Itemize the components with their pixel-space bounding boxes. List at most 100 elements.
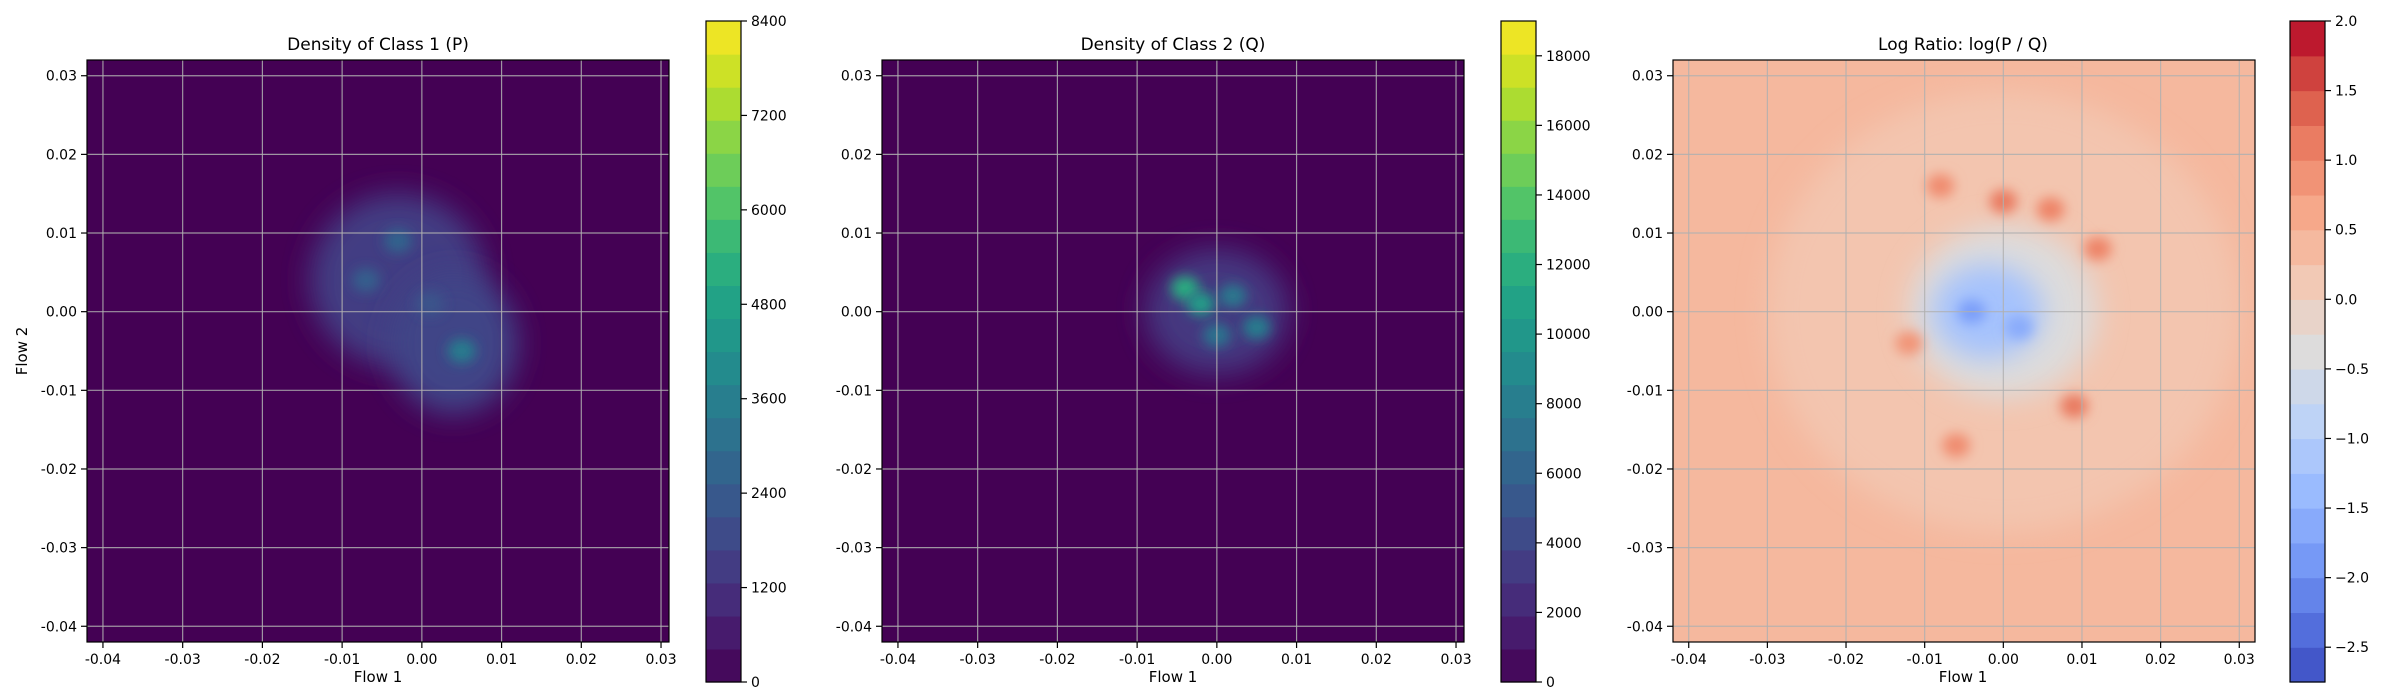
colorbar-band [2290, 90, 2325, 126]
colorbar-band [706, 417, 741, 452]
y-tick-label: -0.04 [1627, 619, 1663, 635]
colorbar-band [1501, 153, 1536, 187]
plot-area [1672, 59, 2256, 643]
colorbar-band [2290, 21, 2325, 57]
y-axis-label: Flow 2 [13, 327, 31, 376]
x-axis-label: Flow 1 [354, 668, 403, 686]
y-tick-label: 0.00 [841, 305, 872, 321]
y-tick-label: 0.02 [1632, 147, 1663, 163]
y-tick-label: 0.00 [1632, 305, 1663, 321]
colorbar-tick-label: 0.5 [2335, 223, 2357, 239]
colorbar-band [1501, 120, 1536, 154]
colorbar-band [706, 153, 741, 187]
density-hotspot [383, 228, 412, 253]
colorbar-tick-label: −1.5 [2335, 501, 2369, 517]
colorbar-tick-label: −1.0 [2335, 431, 2369, 447]
colorbar-band [1501, 285, 1536, 320]
density-hotspot [2083, 236, 2112, 261]
colorbar-band [2290, 55, 2325, 92]
y-axis-ticks: 0.03 0.02 0.01 0.00 -0.01 -0.02 -0.03 -0.04 [836, 69, 882, 635]
colorbar-band [2290, 577, 2325, 614]
y-tick-label: -0.03 [41, 541, 77, 557]
y-tick-label: 0.03 [841, 69, 872, 85]
colorbar-band [1501, 516, 1536, 551]
y-tick-label: -0.03 [1627, 541, 1663, 557]
colorbar-band [1501, 417, 1536, 452]
colorbar-bands [1501, 21, 1536, 683]
colorbar-tick-label: 2000 [1546, 605, 1582, 621]
y-tick-label: -0.03 [836, 541, 872, 557]
grid-lines [1673, 60, 2255, 642]
x-tick-label: -0.02 [244, 652, 280, 668]
colorbar-tick-label: 14000 [1546, 188, 1591, 204]
colorbar-band [1501, 615, 1536, 650]
colorbar-band [1501, 648, 1536, 683]
y-tick-label: 0.01 [841, 226, 872, 242]
panel-density-p: Density of Class 1 (P) -0.04 -0.03 -0.02 -0… [13, 14, 787, 691]
x-tick-label: 0.01 [2066, 652, 2097, 668]
colorbar-band [2290, 334, 2325, 370]
colorbar-ticks: 2.0 1.5 1.0 0.5 0.0 −0.5 −1.0 −1.5 −2.0 −2.5 [2325, 14, 2369, 656]
colorbar-band [706, 186, 741, 220]
colorbar-band [706, 252, 741, 286]
x-tick-label: 0.01 [486, 652, 517, 668]
density-hotspot [415, 291, 444, 316]
colorbar-tick-label: 8000 [1546, 397, 1582, 413]
colorbar-band [706, 516, 741, 551]
x-tick-label: -0.03 [165, 652, 201, 668]
colorbar-band [706, 648, 741, 683]
y-axis-ticks: 0.03 0.02 0.01 0.00 -0.01 -0.02 -0.03 -0.04 [1627, 69, 1673, 635]
colorbar-band [1501, 252, 1536, 286]
colorbar-band [706, 219, 741, 253]
colorbar-band [1501, 582, 1536, 617]
colorbar-tick-label: 4800 [751, 297, 787, 313]
colorbar-band [706, 582, 741, 617]
grid-lines [882, 60, 1464, 642]
y-tick-label: 0.00 [46, 305, 77, 321]
density-hotspot [2060, 394, 2089, 419]
y-tick-label: 0.01 [46, 226, 77, 242]
x-tick-label: -0.02 [1039, 652, 1075, 668]
y-tick-label: -0.01 [836, 383, 872, 399]
colorbar-band [1501, 450, 1536, 485]
colorbar-band [706, 351, 741, 386]
colorbar-band [706, 318, 741, 353]
colorbar-band [706, 615, 741, 650]
colorbar-tick-label: 10000 [1546, 327, 1591, 343]
x-tick-label: 0.03 [1440, 652, 1471, 668]
colorbar-tick-label: −0.5 [2335, 362, 2369, 378]
x-tick-label: 0.02 [566, 652, 597, 668]
grid-lines [87, 60, 669, 642]
density-hotspot [1218, 283, 1247, 308]
colorbar-band [706, 384, 741, 419]
y-tick-label: -0.02 [41, 462, 77, 478]
colorbar-tick-label: 12000 [1546, 258, 1591, 274]
x-tick-label: -0.04 [1671, 652, 1707, 668]
colorbar-band [706, 87, 741, 121]
density-hotspot [1926, 173, 1955, 198]
x-tick-label: 0.02 [2145, 652, 2176, 668]
colorbar-band [706, 450, 741, 485]
colorbar-band [2290, 508, 2325, 544]
colorbar-band [2290, 368, 2325, 405]
x-tick-label: -0.03 [1749, 652, 1785, 668]
colorbar-frame [1500, 20, 1537, 683]
colorbar-band [706, 285, 741, 320]
colorbar-band [2290, 160, 2325, 196]
colorbar-tick-label: 1.5 [2335, 84, 2357, 100]
y-tick-label: 0.01 [1632, 226, 1663, 242]
y-tick-label: 0.02 [46, 147, 77, 163]
y-tick-label: -0.01 [1627, 383, 1663, 399]
colorbar-tick-label: −2.5 [2335, 640, 2369, 656]
colorbar-band [1501, 219, 1536, 253]
y-tick-label: 0.02 [841, 147, 872, 163]
x-axis-label: Flow 1 [1939, 668, 1988, 686]
x-tick-label: 0.00 [1201, 652, 1232, 668]
colorbar-tick-label: 18000 [1546, 49, 1591, 65]
colorbar-band [2290, 194, 2325, 231]
colorbar-ticks: 0 2000 4000 6000 8000 10000 12000 14000 16000 180… [1536, 49, 1591, 691]
plot-area [86, 59, 670, 643]
colorbar-band [2290, 229, 2325, 266]
y-tick-label: 0.03 [1632, 69, 1663, 85]
